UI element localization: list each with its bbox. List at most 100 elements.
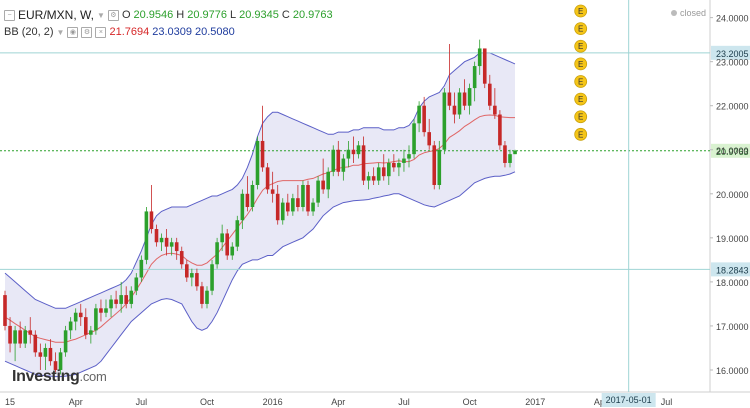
event-marker-label: E (578, 77, 583, 86)
candle (301, 180, 305, 212)
candle (356, 140, 361, 159)
candle-body (351, 149, 356, 155)
candle (331, 145, 336, 177)
candle-body (144, 211, 149, 260)
settings-icon[interactable]: ⚙ (107, 9, 119, 21)
candle-body (53, 361, 58, 370)
candle-body (245, 193, 250, 208)
candle-body (164, 237, 169, 247)
close-icon[interactable]: × (95, 26, 107, 38)
candle (371, 167, 376, 185)
event-marker-icon (574, 75, 588, 88)
event-marker-icon (574, 57, 588, 71)
candle-body (215, 242, 219, 265)
candle-body (397, 162, 401, 168)
candle-body (366, 176, 371, 181)
candle (462, 79, 467, 111)
candle (341, 154, 346, 181)
candle (503, 140, 507, 168)
candle-body (508, 154, 512, 163)
candle (63, 325, 68, 357)
candle-body (89, 330, 93, 335)
candle-body (291, 198, 295, 212)
candle (109, 295, 113, 318)
logo-tld: .com (79, 369, 107, 384)
candle (215, 237, 219, 269)
indicator-name[interactable]: BB (20, 2) (4, 26, 54, 38)
candle-body (104, 308, 108, 313)
x-tick-label: Jul (136, 397, 148, 407)
close-value: 20.9763 (292, 9, 333, 21)
candle-body (346, 149, 351, 159)
candle-body (437, 149, 442, 185)
event-marker-label: E (578, 113, 583, 122)
candle-body (38, 352, 43, 357)
symbol-label[interactable]: EUR/MXN, W, (18, 8, 95, 22)
candle-body (240, 193, 245, 221)
candle (452, 92, 457, 124)
candle-body (255, 140, 260, 185)
candle-body (376, 167, 381, 181)
candle-body (185, 264, 189, 278)
candle (361, 136, 366, 185)
candle (174, 237, 179, 260)
candle (412, 118, 416, 159)
x-tick-label: Apr (331, 397, 345, 407)
candle-body (139, 259, 144, 278)
chevron-down-icon[interactable]: ▼ (56, 27, 65, 37)
candle (179, 246, 184, 269)
candle (286, 193, 290, 216)
investing-logo: Investing.com (12, 368, 107, 386)
candle (149, 184, 154, 234)
candle (99, 299, 103, 322)
hline-price-tag (711, 45, 750, 60)
candle (457, 88, 462, 119)
candle (53, 352, 58, 373)
candle (119, 281, 123, 313)
chevron-down-icon[interactable]: ▼ (97, 10, 105, 20)
candle-body (8, 325, 12, 344)
candle (28, 317, 33, 344)
x-tick-label: Oct (463, 397, 478, 407)
candle (321, 158, 325, 194)
event-marker-icon (574, 92, 588, 106)
candle (78, 303, 83, 326)
candle (3, 290, 7, 331)
logo-brand: Investing (12, 368, 80, 385)
candle-body (361, 145, 366, 181)
candle (417, 101, 421, 133)
candle-body (447, 92, 452, 106)
x-tick-label: Jul (661, 397, 673, 407)
candle (230, 242, 235, 260)
candle (159, 233, 164, 252)
candle-body (63, 330, 68, 353)
candle (311, 198, 315, 216)
settings-icon[interactable]: ⚙ (81, 26, 93, 38)
candle (472, 61, 477, 102)
candle (498, 110, 502, 150)
candle (467, 83, 472, 115)
candle (392, 154, 396, 172)
visibility-icon[interactable]: ◉ (67, 26, 79, 38)
candle (513, 149, 517, 155)
candle-body (134, 277, 139, 291)
candle (164, 229, 169, 256)
status-dot-icon (670, 10, 677, 16)
candle (58, 347, 63, 375)
candle-body (270, 189, 275, 194)
candle-body (341, 158, 346, 172)
open-label: O (121, 9, 131, 21)
candle (89, 325, 93, 344)
candle-body (250, 184, 255, 208)
candle (210, 259, 214, 296)
candle (336, 140, 341, 177)
open-value: 20.9546 (133, 9, 174, 21)
candle (477, 39, 482, 75)
collapse-icon[interactable]: − (4, 9, 15, 21)
event-marker-icon (574, 110, 588, 124)
candle (265, 162, 270, 194)
candle (144, 207, 149, 265)
candle (38, 343, 43, 370)
last-price-tag (711, 143, 750, 158)
